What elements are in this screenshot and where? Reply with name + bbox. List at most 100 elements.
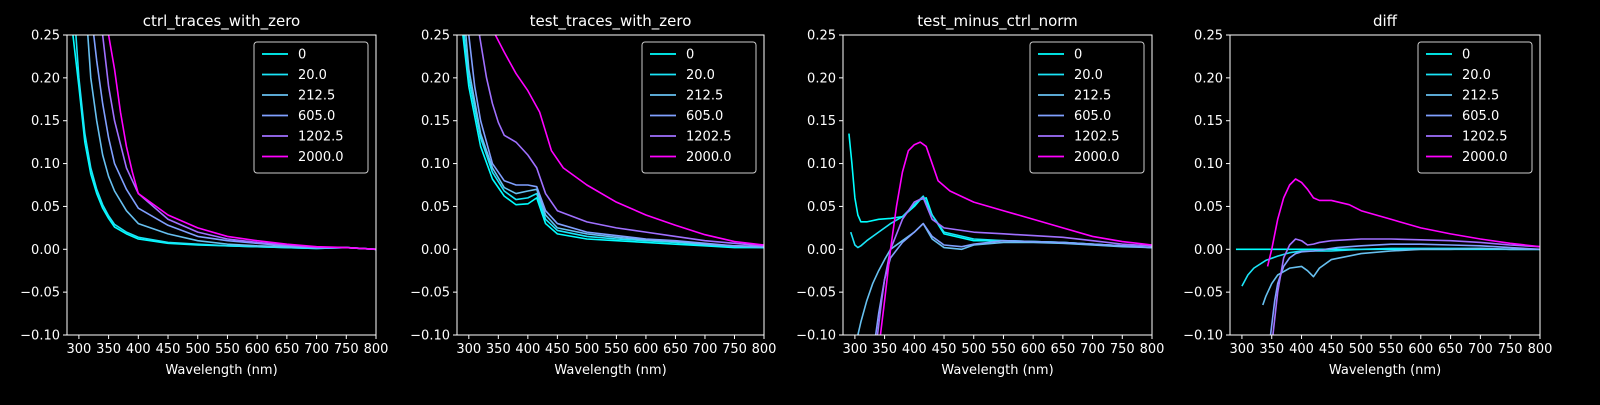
x-tick-label: 300: [1230, 342, 1255, 357]
series-line-2000.0: [879, 141, 1152, 335]
series-line-1202.5: [876, 197, 1152, 335]
chart-title: ctrl_traces_with_zero: [143, 12, 300, 31]
legend-entry-212.5: 212.5: [298, 89, 335, 104]
series-line-20.0: [75, 35, 376, 251]
y-tick-label: 0.05: [1194, 200, 1223, 215]
x-tick-label: 400: [902, 342, 927, 357]
x-tick-label: 500: [961, 342, 986, 357]
y-tick-label: 0.25: [807, 29, 836, 44]
x-tick-label: 800: [1528, 342, 1553, 357]
chart-title: test_traces_with_zero: [530, 12, 692, 31]
y-tick-label: 0.10: [807, 157, 836, 172]
x-tick-label: 700: [1080, 342, 1105, 357]
x-tick-label: 300: [66, 342, 91, 357]
x-tick-label: 400: [126, 342, 151, 357]
legend-entry-1202.5: 1202.5: [1462, 130, 1508, 145]
y-tick-label: −0.10: [796, 329, 836, 344]
chart-panel-1: 300 350 400 450 500 550 600 650 700 750 800 −0.10 −0…: [20, 12, 388, 378]
y-tick-label: 0.00: [807, 243, 836, 258]
chart-panel-4: 300 350 400 450 500 550 600 650 700 750 800 −0.10 −0…: [1183, 12, 1552, 378]
y-tick-label: 0.20: [31, 71, 60, 86]
series-line-1202.5: [101, 35, 376, 251]
x-tick-label: 750: [334, 342, 359, 357]
series-group: [462, 35, 764, 249]
y-tick-label: 0.15: [1194, 114, 1223, 129]
series-line-212.5: [465, 35, 764, 248]
legend: 0 20.0 212.5 605.0 1202.5 2000.0: [641, 41, 757, 174]
axes-frame: [456, 34, 765, 336]
legend-entry-2000.0: 2000.0: [686, 150, 732, 165]
x-tick-label: 350: [872, 342, 897, 357]
x-tick-label: 550: [991, 342, 1016, 357]
x-tick-label: 300: [842, 342, 867, 357]
legend: 0 20.0 212.5 605.0 1202.5 2000.0: [1417, 41, 1533, 174]
axes-frame: [842, 34, 1153, 336]
legend-entry-20.0: 20.0: [298, 68, 327, 83]
y-tick-label: 0.00: [1194, 243, 1223, 258]
y-tick-label: 0.15: [31, 114, 60, 129]
x-tick-label: 550: [604, 342, 629, 357]
x-tick-label: 700: [304, 342, 329, 357]
axes-frame: [1229, 34, 1541, 336]
x-tick-label: 750: [722, 342, 747, 357]
x-tick-label: 800: [364, 342, 389, 357]
x-tick-label: 650: [1050, 342, 1075, 357]
legend-entry-0: 0: [1074, 48, 1082, 63]
chart-title: diff: [1373, 12, 1398, 30]
x-tick-label: 350: [1259, 342, 1284, 357]
x-tick-label: 350: [486, 342, 511, 357]
x-tick-label: 550: [1379, 342, 1404, 357]
y-tick-label: −0.05: [20, 286, 60, 301]
legend-entry-0: 0: [298, 48, 306, 63]
y-tick-label: 0.05: [807, 200, 836, 215]
y-tick-label: 0.10: [1194, 157, 1223, 172]
y-tick-label: 0.05: [31, 200, 60, 215]
y-tick-label: 0.25: [421, 29, 450, 44]
series-line-212.5: [1262, 247, 1540, 306]
x-tick-label: 450: [545, 342, 570, 357]
legend-entry-2000.0: 2000.0: [1074, 150, 1120, 165]
x-tick-label: 400: [515, 342, 540, 357]
series-line-1202.5: [1272, 238, 1540, 335]
axes-frame: [66, 34, 377, 336]
series-line-2000.0: [107, 35, 376, 251]
series-group: [1235, 178, 1540, 335]
x-tick-label: 700: [1468, 342, 1493, 357]
x-tick-label: 500: [574, 342, 599, 357]
x-tick-label: 750: [1498, 342, 1523, 357]
chart-panel-2: 300 350 400 450 500 550 600 650 700 750 800 −0.10 −0…: [410, 12, 776, 378]
x-tick-label: 750: [1110, 342, 1135, 357]
legend-entry-0: 0: [686, 48, 694, 63]
y-tick-label: 0.15: [807, 114, 836, 129]
y-tick-label: 0.20: [807, 71, 836, 86]
legend-entry-20.0: 20.0: [1074, 68, 1103, 83]
x-tick-label: 350: [96, 342, 121, 357]
x-tick-label: 450: [1319, 342, 1344, 357]
y-tick-label: 0.05: [421, 200, 450, 215]
y-tick-label: −0.10: [20, 329, 60, 344]
x-tick-label: 600: [1021, 342, 1046, 357]
y-tick-label: 0.10: [31, 157, 60, 172]
legend-entry-1202.5: 1202.5: [298, 130, 344, 145]
legend-entry-20.0: 20.0: [686, 68, 715, 83]
y-tick-label: 0.25: [31, 29, 60, 44]
x-axis-label: Wavelength (nm): [165, 363, 277, 378]
y-tick-label: −0.10: [410, 329, 450, 344]
y-tick-label: 0.25: [1194, 29, 1223, 44]
y-tick-label: −0.05: [796, 286, 836, 301]
series-line-0: [462, 35, 764, 249]
y-tick-label: 0.20: [421, 71, 450, 86]
x-tick-label: 600: [634, 342, 659, 357]
legend-entry-2000.0: 2000.0: [1462, 150, 1508, 165]
series-group: [848, 133, 1152, 335]
y-tick-label: −0.10: [1183, 329, 1223, 344]
legend-entry-2000.0: 2000.0: [298, 150, 344, 165]
x-axis-label: Wavelength (nm): [1329, 363, 1441, 378]
x-tick-label: 400: [1289, 342, 1314, 357]
series-line-20.0: [463, 35, 764, 249]
legend-entry-605.0: 605.0: [298, 109, 335, 124]
legend-entry-0: 0: [1462, 48, 1470, 63]
y-tick-label: 0.00: [421, 243, 450, 258]
y-tick-label: 0.20: [1194, 71, 1223, 86]
x-axis-label: Wavelength (nm): [941, 363, 1053, 378]
